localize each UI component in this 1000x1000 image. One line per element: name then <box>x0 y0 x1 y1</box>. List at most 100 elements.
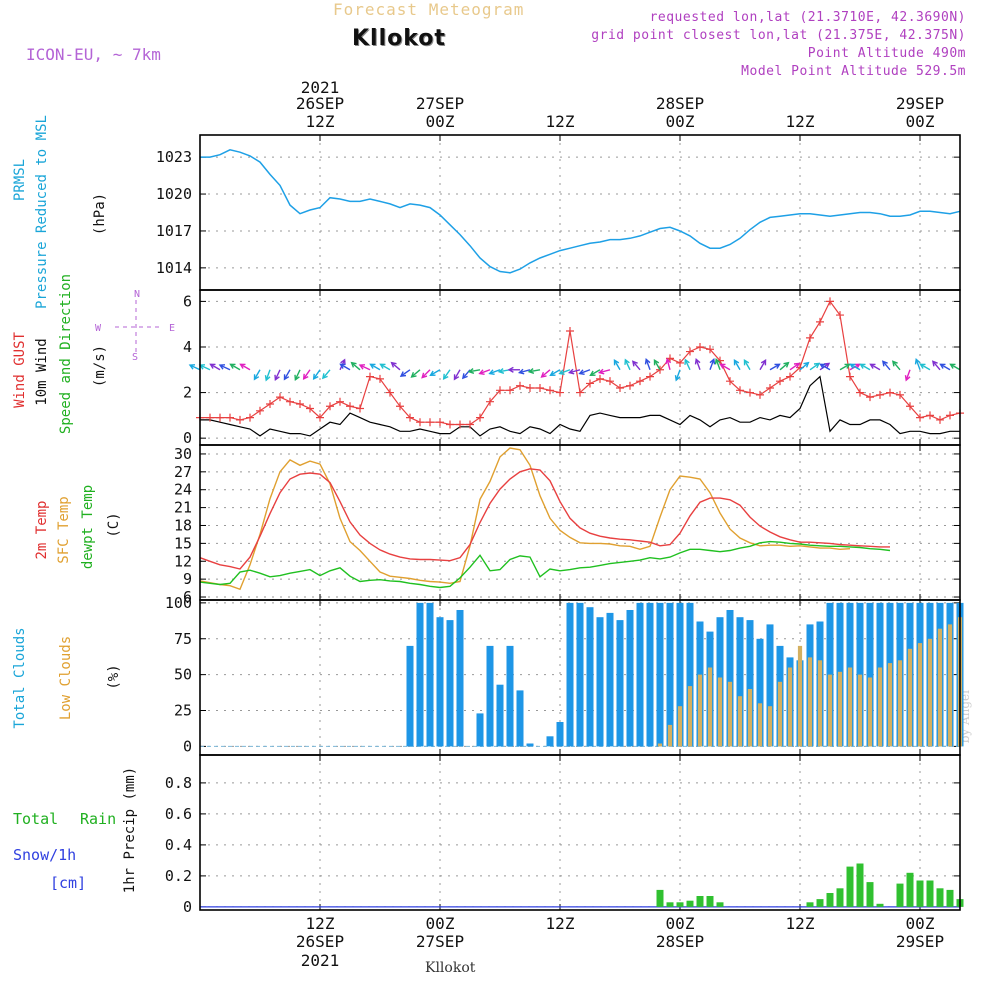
gust-marker <box>676 358 684 367</box>
wind-arrow <box>613 359 621 371</box>
wind-arrow <box>789 362 800 371</box>
wind-arrow <box>370 363 381 371</box>
top-year-label: 2021 <box>301 78 340 97</box>
wind-arrowhead <box>803 361 810 368</box>
gust-marker <box>786 372 794 381</box>
wind-arrowhead <box>429 370 436 377</box>
wind-arrow <box>915 359 921 371</box>
rain-bar <box>846 866 854 907</box>
wind-arrow <box>684 359 691 371</box>
wind-arrow <box>809 362 820 371</box>
y-tick-label: 30 <box>174 445 192 463</box>
wind-arrow <box>283 369 291 380</box>
clouds-unit-label: (%) <box>106 664 122 689</box>
wind-arrowhead <box>578 369 585 375</box>
gust-marker <box>356 404 364 413</box>
bottom-date-label: 26SEP <box>296 932 344 951</box>
total-cloud-bar <box>526 743 534 747</box>
gust-marker <box>386 388 394 397</box>
low-cloud-bar <box>737 696 743 747</box>
y-tick-label: 24 <box>174 481 192 499</box>
gust-marker <box>886 388 894 397</box>
total-cloud-bar <box>626 610 634 747</box>
wind-arrow <box>743 359 751 371</box>
low-cloud-bar <box>787 667 793 747</box>
wind-arrow <box>529 369 541 373</box>
bottom-hour-label: 12Z <box>546 914 575 933</box>
gust-marker <box>766 384 774 393</box>
wind-arrow <box>905 369 911 381</box>
gust-marker <box>856 388 864 397</box>
gust-marker <box>246 413 254 422</box>
total-cloud-bar <box>746 620 754 747</box>
y-tick-label: 50 <box>174 666 192 684</box>
wind-arrow <box>839 363 850 371</box>
low-cloud-bar <box>707 667 713 747</box>
wind-arrowhead <box>881 360 888 367</box>
wind-arrowhead <box>379 363 386 369</box>
y-tick-label: 15 <box>174 534 192 552</box>
wind-10m-label: 10m Wind <box>34 338 50 405</box>
rain-bar <box>926 880 934 907</box>
wind-arrowhead <box>774 363 781 369</box>
gust-marker <box>736 386 744 395</box>
gust-marker <box>526 384 534 393</box>
wind-arrow <box>199 364 211 371</box>
low-cloud-bar <box>717 677 723 747</box>
gust-marker <box>646 372 654 381</box>
gust-marker <box>896 390 904 399</box>
rain-bar <box>676 902 684 907</box>
rain-bar <box>716 902 724 907</box>
low-cloud-bar <box>727 681 733 747</box>
total-cloud-bar <box>446 620 454 747</box>
bottom-hour-label: 00Z <box>426 914 455 933</box>
y-tick-label: 27 <box>174 463 192 481</box>
wind-arrowhead <box>239 363 246 369</box>
dewpt-label: dewpt Temp <box>80 485 96 569</box>
wind-arrow <box>759 359 767 371</box>
gust-marker <box>416 418 424 427</box>
gust-marker <box>206 413 214 422</box>
gust-marker <box>266 399 274 408</box>
wind-arrow <box>850 363 861 371</box>
wind-arrowhead <box>597 368 605 375</box>
wind-arrow <box>253 369 261 380</box>
wind-arrowhead <box>939 363 946 369</box>
wind-gust-line <box>200 300 961 426</box>
low-cloud-bar <box>877 667 883 747</box>
total-cloud-bar <box>726 610 734 747</box>
wind-arrowhead <box>613 359 620 366</box>
gust-marker <box>586 379 594 388</box>
gust-marker <box>816 317 824 326</box>
low-cloud-bar <box>857 674 863 747</box>
bottom-hour-label: 00Z <box>666 914 695 933</box>
total-cloud-bar <box>606 612 614 747</box>
gust-marker <box>546 386 554 395</box>
y-tick-label: 9 <box>183 570 192 588</box>
wind-arrow <box>479 369 491 375</box>
y-tick-label: 0 <box>183 898 192 916</box>
wind-arrowhead <box>869 363 876 369</box>
wind-arrowhead <box>312 373 319 380</box>
wind-arrowhead <box>390 361 397 368</box>
total-cloud-bar <box>586 607 594 747</box>
wind-arrow <box>489 369 501 375</box>
wind-arrow <box>421 369 431 379</box>
gust-marker <box>506 386 514 395</box>
wind-arrowhead <box>844 363 851 369</box>
wind-arrow <box>230 363 241 371</box>
wind-arrow <box>882 360 891 371</box>
low-cloud-bar <box>767 706 773 747</box>
wind-arrow <box>624 359 631 371</box>
model-label: ICON-EU, ~ 7km <box>26 45 161 64</box>
gust-marker <box>466 420 474 429</box>
wind-arrow <box>920 363 931 371</box>
gust-marker <box>846 372 854 381</box>
wind-arrowhead <box>209 363 216 369</box>
low-cloud-bar <box>697 674 703 747</box>
wind-arrowhead <box>931 360 938 367</box>
wind-arrow <box>870 363 881 371</box>
wind-arrow <box>950 363 961 371</box>
wind-arrow <box>210 363 221 371</box>
rain-bar <box>656 889 664 907</box>
